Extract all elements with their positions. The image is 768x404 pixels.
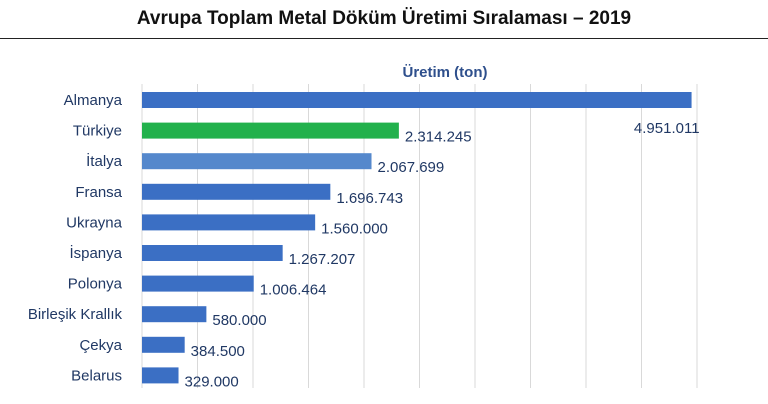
category-label: Türkiye <box>73 123 122 140</box>
category-label: Çekya <box>79 337 122 354</box>
value-label: 2.067.699 <box>378 159 445 176</box>
bar-6 <box>142 275 254 292</box>
value-label: 580.000 <box>212 312 266 329</box>
bar-5 <box>142 245 283 261</box>
category-label: Fransa <box>75 184 122 201</box>
category-label: İtalya <box>86 152 123 170</box>
value-label: 1.560.000 <box>321 220 388 237</box>
value-label: 1.696.743 <box>336 190 403 207</box>
value-label: 1.267.207 <box>289 251 356 268</box>
chart-title: Avrupa Toplam Metal Döküm Üretimi Sırala… <box>136 8 632 29</box>
bar-9 <box>142 367 179 384</box>
category-labels: Almanya Türkiye İtalya Fransa Ukrayna İspanya… <box>28 92 123 384</box>
value-label: 2.314.245 <box>405 129 472 146</box>
category-label: İspanya <box>69 244 122 262</box>
category-label: Birleşik Krallık <box>28 306 123 323</box>
value-label: 4.951.011 <box>634 120 700 137</box>
bar-3 <box>142 183 331 200</box>
bars <box>142 92 692 384</box>
category-label: Almanya <box>64 92 123 109</box>
bar-8 <box>142 336 185 353</box>
bar-7 <box>142 306 207 323</box>
bar-1 <box>142 122 399 139</box>
category-label: Belarus <box>71 367 122 384</box>
category-label: Polonya <box>68 276 123 293</box>
series-label: Üretim (ton) <box>403 64 488 81</box>
chart-title-bar: Avrupa Toplam Metal Döküm Üretimi Sırala… <box>0 0 768 39</box>
value-label: 384.500 <box>191 343 245 360</box>
bar-0 <box>142 92 692 108</box>
value-label: 1.006.464 <box>260 282 327 299</box>
value-labels: 4.951.011 2.314.245 2.067.699 1.696.743 1.56… <box>185 120 700 390</box>
value-label: 329.000 <box>185 373 239 390</box>
bar-2 <box>142 153 372 170</box>
bar-4 <box>142 214 316 231</box>
category-label: Ukrayna <box>66 214 123 231</box>
